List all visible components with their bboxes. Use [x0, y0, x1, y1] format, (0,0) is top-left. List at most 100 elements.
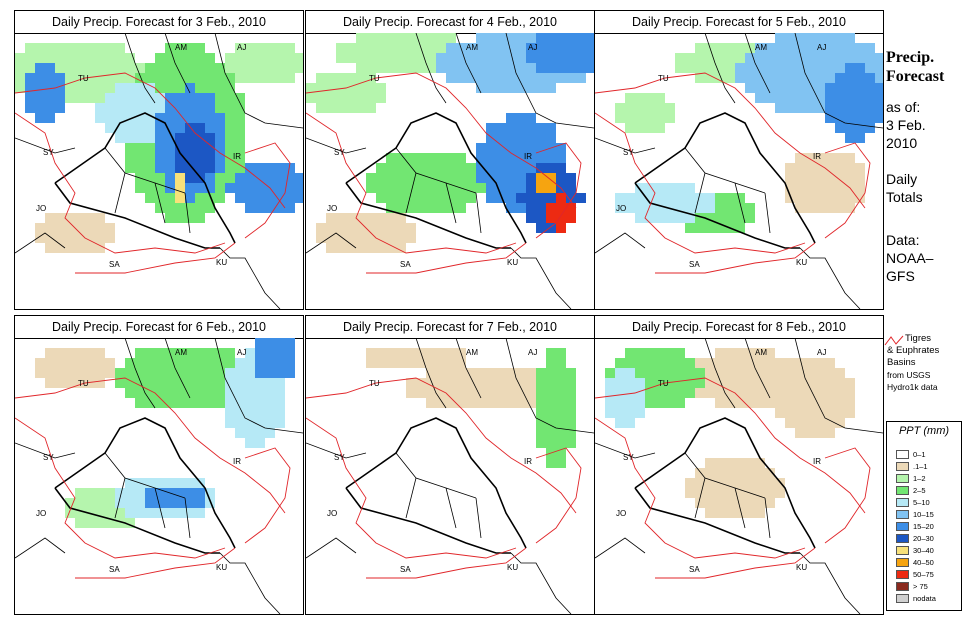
precip-cell: [566, 203, 576, 213]
border-line: [15, 232, 66, 254]
precip-cell: [175, 53, 185, 63]
precip-cell: [175, 488, 185, 498]
precip-cell: [546, 358, 556, 368]
precip-cell: [845, 103, 855, 113]
precip-cell: [235, 133, 245, 143]
precip-cell: [665, 193, 675, 203]
precip-cell: [125, 133, 135, 143]
precip-cell: [336, 53, 346, 63]
precip-cell: [95, 378, 105, 388]
precip-cell: [775, 388, 785, 398]
precip-cell: [635, 358, 645, 368]
country-label: AM: [755, 43, 767, 52]
precip-cell: [665, 358, 675, 368]
precip-cell: [446, 163, 456, 173]
precip-cell: [245, 183, 255, 193]
precip-cell: [665, 113, 675, 123]
precip-cell: [546, 133, 556, 143]
precip-cell: [725, 388, 735, 398]
precip-cell: [416, 193, 426, 203]
precip-cell: [775, 103, 785, 113]
precip-cell: [785, 398, 795, 408]
precip-cell: [195, 388, 205, 398]
precip-cell: [366, 93, 376, 103]
precip-cell: [55, 43, 65, 53]
precip-cell: [695, 63, 705, 73]
precip-cell: [366, 83, 376, 93]
precip-cell: [125, 368, 135, 378]
precip-cell: [536, 123, 546, 133]
precip-cell: [125, 113, 135, 123]
precip-cell: [735, 508, 745, 518]
precip-cell: [175, 358, 185, 368]
basin-boundary: [306, 417, 517, 559]
precip-cell: [815, 193, 825, 203]
precip-cell: [536, 213, 546, 223]
precip-cell: [45, 243, 55, 253]
precip-cell: [526, 173, 536, 183]
precip-cell: [735, 368, 745, 378]
precip-cell: [506, 73, 516, 83]
precip-cell: [426, 378, 436, 388]
basin-boundary: [595, 377, 866, 514]
precip-cell: [695, 378, 705, 388]
precip-cell: [235, 428, 245, 438]
precip-cell: [165, 358, 175, 368]
precip-cell: [496, 53, 506, 63]
precip-cell: [235, 358, 245, 368]
precip-cell: [755, 508, 765, 518]
precip-cell: [466, 183, 476, 193]
precip-cell: [255, 388, 265, 398]
precip-cell: [285, 193, 295, 203]
precip-cell: [496, 63, 506, 73]
precip-cell: [805, 153, 815, 163]
border-line: [395, 147, 482, 234]
map-panel-day-8: Daily Precip. Forecast for 8 Feb., 2010 …: [594, 315, 884, 615]
data-line: NOAA–: [886, 250, 934, 266]
precip-cell: [45, 43, 55, 53]
precip-cell: [715, 223, 725, 233]
precip-cell: [506, 368, 516, 378]
precip-cell: [366, 233, 376, 243]
precip-cell: [275, 418, 285, 428]
ppt-label: .1–1: [913, 462, 928, 471]
precip-cell: [556, 438, 566, 448]
precip-cell: [295, 63, 303, 73]
precip-field: [15, 43, 303, 253]
precip-cell: [625, 408, 635, 418]
country-label: IR: [233, 457, 241, 466]
precip-cell: [715, 193, 725, 203]
precip-cell: [725, 348, 735, 358]
precip-cell: [765, 63, 775, 73]
precip-cell: [785, 408, 795, 418]
precip-cell: [705, 388, 715, 398]
precip-cell: [396, 33, 406, 43]
precip-cell: [45, 233, 55, 243]
precip-cell: [556, 213, 566, 223]
precip-cell: [436, 43, 446, 53]
precip-cell: [406, 53, 416, 63]
precip-cell: [785, 103, 795, 113]
precip-cell: [566, 378, 576, 388]
precip-cell: [195, 488, 205, 498]
precip-cell: [486, 163, 496, 173]
precip-cell: [775, 33, 785, 43]
precip-cell: [145, 103, 155, 113]
precip-cell: [235, 123, 245, 133]
precip-cell: [255, 428, 265, 438]
ppt-label: 5–10: [913, 498, 930, 507]
ppt-swatch: [896, 498, 909, 507]
precip-cell: [825, 93, 835, 103]
precip-cell: [285, 183, 295, 193]
precip-cell: [376, 63, 386, 73]
precip-cell: [95, 113, 105, 123]
country-label: SY: [43, 453, 54, 462]
precip-cell: [556, 163, 566, 173]
precip-cell: [685, 488, 695, 498]
precip-cell: [125, 518, 135, 528]
precip-cell: [546, 213, 556, 223]
precip-cell: [586, 43, 594, 53]
precip-cell: [235, 183, 245, 193]
precip-cell: [396, 173, 406, 183]
precip-cell: [715, 63, 725, 73]
